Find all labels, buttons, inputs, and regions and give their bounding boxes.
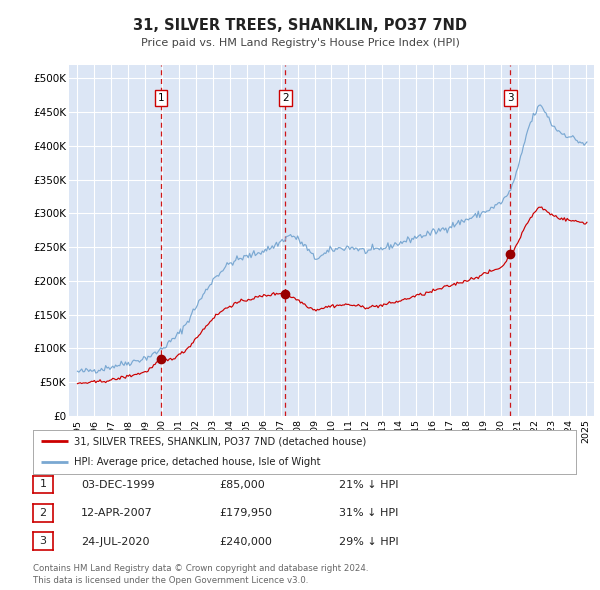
Text: 31, SILVER TREES, SHANKLIN, PO37 7ND: 31, SILVER TREES, SHANKLIN, PO37 7ND bbox=[133, 18, 467, 32]
Text: 31, SILVER TREES, SHANKLIN, PO37 7ND (detached house): 31, SILVER TREES, SHANKLIN, PO37 7ND (de… bbox=[74, 437, 366, 447]
Text: Contains HM Land Registry data © Crown copyright and database right 2024.
This d: Contains HM Land Registry data © Crown c… bbox=[33, 565, 368, 585]
Text: £240,000: £240,000 bbox=[219, 537, 272, 546]
Text: 2: 2 bbox=[40, 508, 46, 517]
Text: 29% ↓ HPI: 29% ↓ HPI bbox=[339, 537, 398, 546]
Text: 3: 3 bbox=[507, 93, 514, 103]
Text: 3: 3 bbox=[40, 536, 46, 546]
Text: 03-DEC-1999: 03-DEC-1999 bbox=[81, 480, 155, 490]
Text: 24-JUL-2020: 24-JUL-2020 bbox=[81, 537, 149, 546]
Text: 2: 2 bbox=[282, 93, 289, 103]
Text: HPI: Average price, detached house, Isle of Wight: HPI: Average price, detached house, Isle… bbox=[74, 457, 320, 467]
Text: £85,000: £85,000 bbox=[219, 480, 265, 490]
Text: Price paid vs. HM Land Registry's House Price Index (HPI): Price paid vs. HM Land Registry's House … bbox=[140, 38, 460, 48]
Text: 1: 1 bbox=[40, 480, 46, 489]
Text: 1: 1 bbox=[157, 93, 164, 103]
Text: £179,950: £179,950 bbox=[219, 509, 272, 518]
Text: 31% ↓ HPI: 31% ↓ HPI bbox=[339, 509, 398, 518]
Text: 12-APR-2007: 12-APR-2007 bbox=[81, 509, 153, 518]
Text: 21% ↓ HPI: 21% ↓ HPI bbox=[339, 480, 398, 490]
